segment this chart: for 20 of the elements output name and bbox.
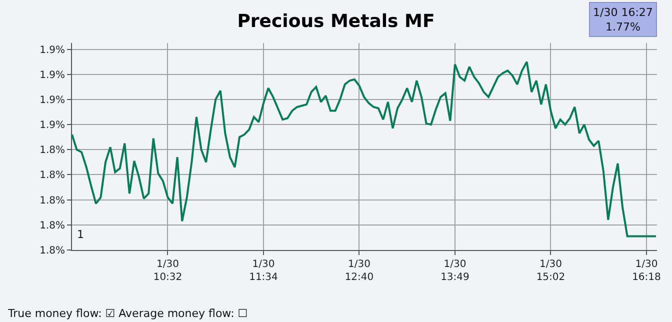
y-tick-label: 1.8%: [40, 246, 65, 256]
x-tick-label: 1/30 16:18: [632, 259, 661, 283]
y-tick-label: 1.8%: [40, 170, 65, 182]
y-tick-label: 1.9%: [40, 94, 65, 106]
y-tick-label: 1.9%: [40, 44, 65, 56]
x-tick-label: 1/30 12:40: [344, 259, 374, 283]
x-tick-label: 1/30 11:34: [249, 259, 278, 283]
x-tick-label: 1/30 15:02: [536, 259, 566, 283]
y-tick-label: 1.8%: [40, 145, 65, 156]
y-tick-label: 1.9%: [40, 120, 65, 132]
annotation: 1: [77, 228, 84, 241]
y-tick-label: 1.9%: [40, 70, 65, 81]
x-tick-label: 1/30 10:32: [153, 259, 182, 283]
text: 1/30 16:27 1.77%: [593, 6, 653, 34]
y-tick-label: 1.8%: [40, 220, 65, 232]
line-series: [72, 60, 657, 238]
text: True money flow: ☑ Average money flow: ☐: [7, 307, 248, 320]
x-tick-label: 1/30 13:49: [440, 259, 470, 283]
y-tick-label: 1.8%: [40, 195, 65, 206]
chart-title: Precious Metals MF: [237, 11, 435, 32]
